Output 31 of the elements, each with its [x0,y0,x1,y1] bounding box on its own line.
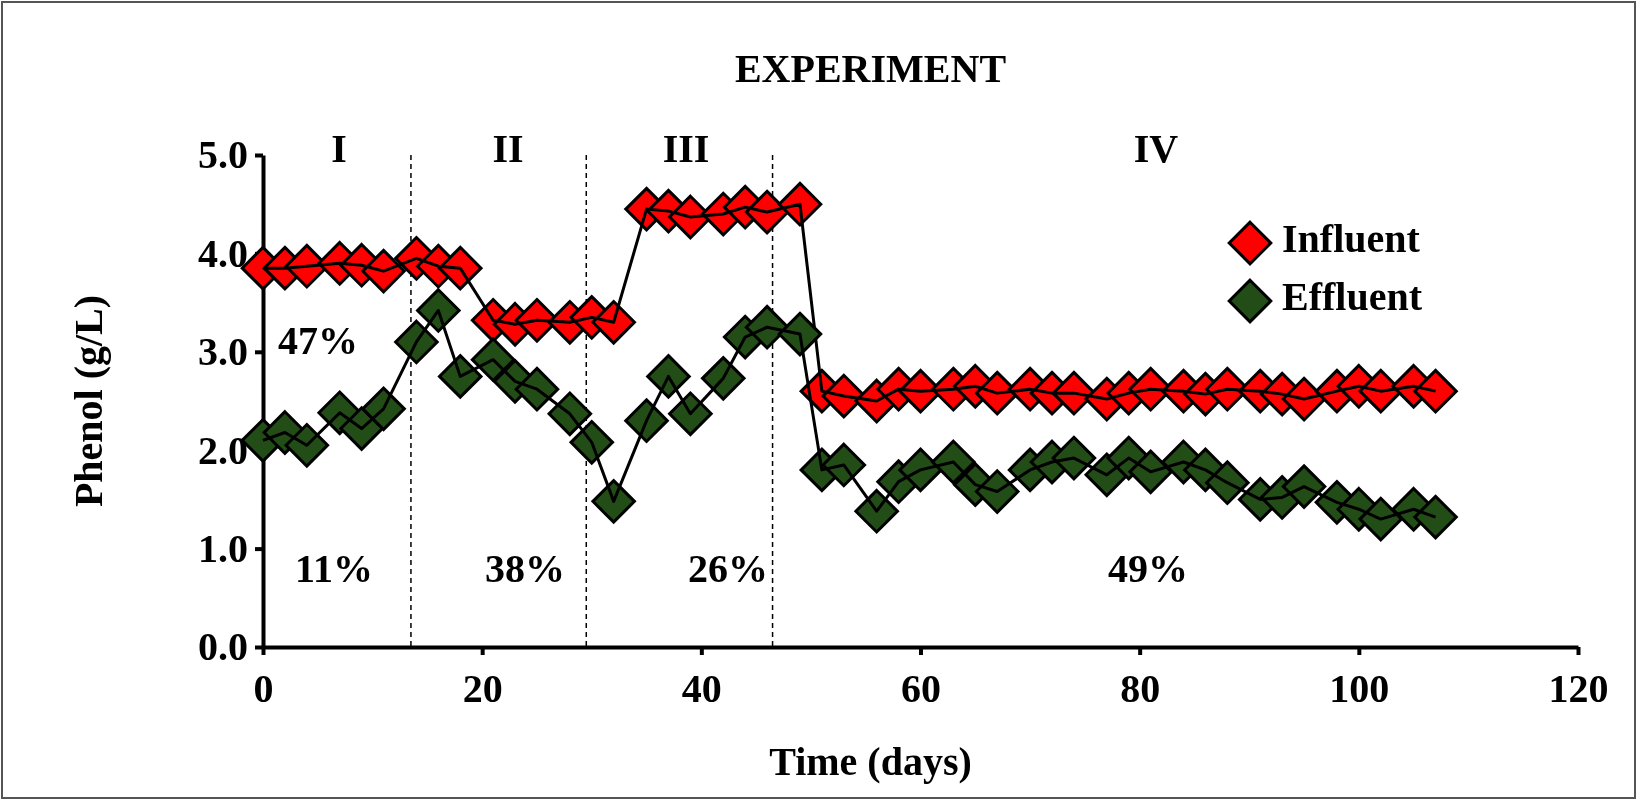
annotation: I [331,126,347,172]
point [1413,494,1458,540]
annotation: III [662,126,710,172]
x-tick-label: 60 [901,666,941,711]
y-tick-label: 3.0 [198,329,248,375]
annotation: IV [1133,126,1179,172]
y-tick-label: 0.0 [198,624,248,670]
y-tick-label: 5.0 [198,132,248,178]
x-tick-label: 120 [1548,666,1609,711]
chart-title: EXPERIMENT [734,46,1007,91]
annotation: II [492,126,524,172]
annotation: 49% [1108,546,1188,592]
x-tick-label: 40 [681,666,722,711]
point [668,391,713,437]
annotation: 47% [278,318,358,364]
x-tick-label: 0 [253,666,274,711]
annotation: 26% [688,546,768,592]
y-tick-label: 4.0 [198,230,248,276]
annotation: 11% [295,546,373,592]
point [1413,368,1458,414]
y-axis-title: Phenol (g/L) [66,294,111,508]
y-tick-label: 1.0 [198,525,248,571]
x-axis-title: Time (days) [769,739,972,784]
legend-label: Influent [1282,216,1421,262]
legend-label: Effluent [1282,274,1423,320]
y-tick-label: 2.0 [198,427,248,473]
x-tick-label: 80 [1120,666,1161,711]
x-tick-label: 100 [1329,666,1390,711]
x-tick-label: 20 [462,666,503,711]
point [974,469,1020,514]
annotation: 38% [485,546,565,592]
